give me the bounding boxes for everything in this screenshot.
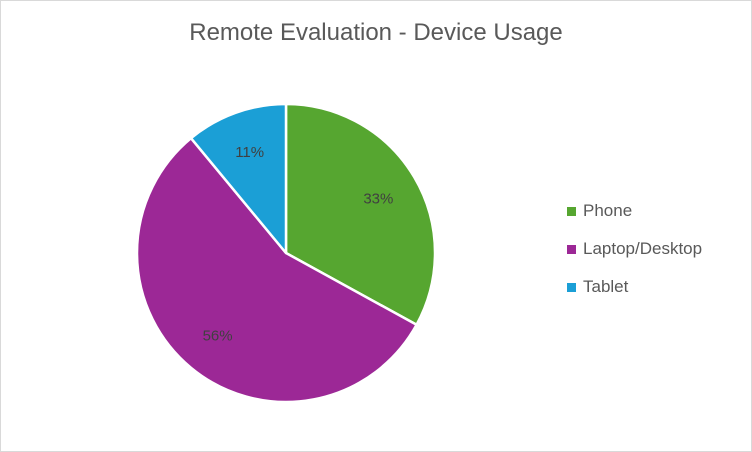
- data-label-phone: 33%: [363, 190, 393, 207]
- legend-item-laptop-desktop: Laptop/Desktop: [567, 230, 702, 268]
- data-label-tablet: 11%: [235, 144, 264, 161]
- chart-title: Remote Evaluation - Device Usage: [189, 19, 563, 46]
- pie-slice-laptop-desktop: [135, 136, 418, 404]
- legend-label-phone: Phone: [583, 201, 633, 220]
- legend-item-tablet: Tablet: [567, 268, 702, 306]
- legend: Phone Laptop/Desktop Tablet: [567, 192, 702, 306]
- legend-label-laptop-desktop: Laptop/Desktop: [583, 239, 703, 258]
- legend-item-phone: Phone: [567, 192, 702, 230]
- pie-slice-tablet: [189, 102, 288, 255]
- pie-slice-phone: [284, 102, 437, 327]
- legend-swatch-tablet: [567, 282, 576, 292]
- legend-swatch-phone: [567, 206, 576, 216]
- legend-swatch-laptop-desktop: [567, 244, 576, 254]
- data-label-laptop-desktop: 56%: [203, 328, 233, 345]
- legend-label-tablet: Tablet: [583, 277, 629, 296]
